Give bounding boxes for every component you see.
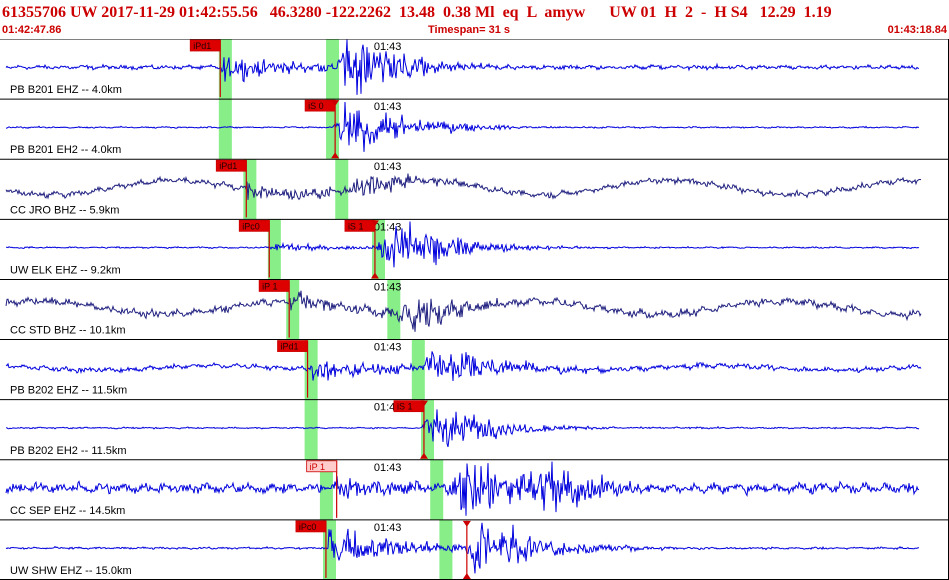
minute-mark-label: 01:43 — [374, 281, 402, 293]
event-id: 61355706 — [2, 4, 66, 21]
pick-triangle-top — [370, 220, 379, 227]
waveform-trace — [5, 290, 922, 332]
network-code: UW — [70, 4, 98, 21]
pick-label-box — [277, 340, 308, 352]
station-label: PB B202 EHZ -- 11.5km — [10, 385, 127, 397]
station-label: PB B201 EH2 -- 4.0km — [10, 144, 121, 156]
value-1: 12.29 — [759, 4, 796, 21]
s-arrival-window — [430, 459, 444, 520]
pick-label: iPd1 — [219, 161, 237, 171]
minute-mark-label: 01:43 — [374, 41, 402, 53]
pick-label: iS 0 — [308, 101, 324, 111]
pick-label-box — [189, 39, 221, 52]
minute-mark-label: 01:43 — [374, 342, 402, 354]
station-label: CC STD BHZ -- 10.1km — [10, 325, 126, 337]
event-summary-header: 61355706 UW 2017-11-29 01:42:55.56 46.32… — [2, 3, 947, 23]
pick-triangle-top — [462, 520, 471, 527]
pick-label: iPc0 — [299, 522, 317, 532]
pick-label: iP 1 — [262, 281, 277, 291]
station-label: PB B201 EHZ -- 4.0km — [10, 84, 122, 96]
waveform-trace — [5, 461, 920, 516]
pick-triangle-bottom — [462, 573, 471, 579]
analyst: amyw — [544, 4, 586, 21]
start-time: 01:42:47.86 — [2, 24, 62, 36]
minute-mark-label: 01:43 — [374, 462, 402, 474]
p-arrival-window — [267, 219, 281, 280]
waveform-trace — [5, 522, 919, 574]
p-arrival-window — [319, 459, 333, 520]
waveform-trace — [5, 351, 922, 382]
pick-label-box — [295, 520, 327, 533]
minute-mark-label: 01:43 — [374, 221, 402, 233]
time-range-bar: 01:42:47.86 Timespan= 31 s 01:43:18.84 — [0, 24, 949, 38]
minute-mark-label: 01:43 — [374, 522, 402, 534]
end-time: 01:43:18.84 — [887, 24, 947, 36]
waveform-trace — [5, 39, 920, 95]
waveform-trace — [5, 101, 920, 152]
p-arrival-window — [304, 399, 318, 460]
magnitude-type: Ml — [475, 4, 495, 21]
pick-label-box — [258, 280, 290, 292]
event-type: eq — [502, 4, 519, 21]
pick-triangle-bottom — [419, 452, 428, 459]
review-status: H S4 — [714, 4, 748, 21]
s-arrival-window — [326, 99, 340, 160]
minute-mark-label: 01:43 — [374, 101, 402, 113]
station-label: UW SHW EHZ -- 15.0km — [10, 565, 132, 577]
station-label: CC JRO BHZ -- 5.9km — [10, 204, 119, 216]
pick-label: iS 1 — [397, 402, 413, 412]
pick-label: iS 1 — [348, 221, 364, 231]
pick-label: iPd1 — [281, 342, 299, 352]
pick-label-box — [306, 460, 338, 473]
station-label: CC SEP EHZ -- 14.5km — [10, 505, 125, 517]
s-arrival-window — [335, 159, 349, 220]
longitude: -122.2262 — [325, 4, 392, 21]
pick-label: iP 1 — [310, 462, 325, 472]
p-arrival-window — [218, 39, 232, 100]
p-arrival-window — [218, 99, 232, 160]
waveform-trace — [5, 409, 920, 448]
station-label: UW ELK EHZ -- 9.2km — [10, 264, 121, 276]
flag: L — [526, 4, 537, 21]
pick-label-box — [238, 219, 270, 232]
version: 01 — [640, 4, 657, 21]
pick-label: iPd1 — [193, 41, 211, 51]
timespan: Timespan= 31 s — [428, 24, 511, 36]
s-arrival-window — [326, 39, 340, 100]
pick-triangle-bottom — [331, 152, 340, 159]
source-code: UW — [609, 4, 637, 21]
depth: 13.48 — [399, 4, 436, 21]
s-arrival-window — [387, 279, 401, 340]
s-arrival-window — [411, 339, 425, 400]
pick-triangle-bottom — [370, 272, 379, 279]
minute-mark-label: 01:43 — [374, 161, 402, 173]
separator: - — [700, 4, 707, 21]
seismogram-panel[interactable]: 01:43 iPd1 PB B201 EHZ -- 4.0km 01:43 iS 0 PB… — [0, 39, 949, 580]
pick-triangle-top — [331, 100, 340, 107]
latitude: 46.3280 — [269, 4, 322, 21]
pick-triangle-top — [419, 400, 428, 407]
waveform-trace — [6, 221, 920, 268]
waveform-trace — [5, 173, 922, 201]
value-2: 1.19 — [803, 4, 832, 21]
code-num: 2 — [684, 4, 693, 21]
magnitude: 0.38 — [443, 4, 472, 21]
pick-label: iPc0 — [242, 221, 260, 231]
station-label: PB B202 EH2 -- 11.5km — [10, 445, 127, 457]
pick-label-box — [215, 159, 247, 172]
quality: H — [664, 4, 677, 21]
origin-time: 2017-11-29 01:42:55.56 — [101, 4, 258, 21]
